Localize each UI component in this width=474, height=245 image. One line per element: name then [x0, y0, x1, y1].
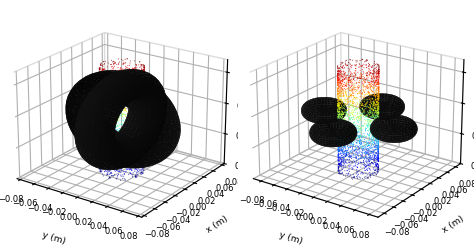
X-axis label: y (m): y (m) [278, 230, 303, 245]
Y-axis label: x (m): x (m) [204, 215, 229, 235]
X-axis label: y (m): y (m) [41, 230, 67, 245]
Y-axis label: x (m): x (m) [441, 215, 466, 235]
